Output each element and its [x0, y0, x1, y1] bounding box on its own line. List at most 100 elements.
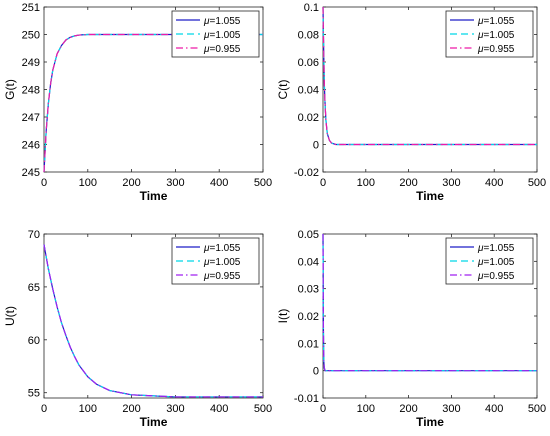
y-tick-label: 0.02: [298, 112, 319, 124]
x-axis-label: Time: [416, 415, 444, 429]
y-tick-label: 248: [22, 85, 40, 97]
y-tick-label: 0.1: [304, 2, 319, 14]
legend-mu-symbol: μ: [203, 257, 210, 268]
y-tick-label: -0.01: [294, 393, 319, 405]
x-tick-label: 200: [399, 177, 417, 189]
y-tick-label: 55: [28, 388, 40, 400]
x-tick-label: 0: [320, 177, 326, 189]
y-tick-label: 0.02: [298, 311, 319, 323]
series-line-3: [43, 244, 263, 398]
series-line-3: [322, 6, 537, 146]
x-tick-label: 300: [166, 403, 184, 415]
legend-mu-symbol: μ: [477, 16, 484, 27]
y-axis-label: I(t): [276, 309, 290, 324]
legend-label: μ=0.955: [203, 271, 241, 282]
legend-box: [445, 10, 534, 58]
x-tick-label: 400: [485, 177, 503, 189]
y-tick-label: 251: [22, 2, 40, 14]
series-line-2: [322, 233, 537, 372]
x-tick-label: 200: [122, 403, 140, 415]
legend-series-value: =1.005: [483, 30, 514, 41]
legend-label: μ=1.005: [203, 30, 241, 41]
x-tick-label: 400: [210, 177, 228, 189]
legend-series-value: =1.005: [209, 257, 240, 268]
y-axis-label: G(t): [3, 79, 17, 100]
x-tick-label: 0: [41, 403, 47, 415]
legend-label: μ=1.005: [203, 257, 241, 268]
legend-label: μ=1.005: [477, 257, 515, 268]
y-tick-label: 0.04: [298, 85, 319, 97]
y-axis-label: C(t): [276, 80, 290, 100]
y-tick-label: 0.08: [298, 30, 319, 42]
legend-label: μ=1.055: [203, 243, 241, 254]
legend-label: μ=1.055: [477, 16, 515, 27]
legend-mu-symbol: μ: [477, 243, 484, 254]
x-axis-label: Time: [140, 189, 168, 203]
x-tick-label: 200: [122, 177, 140, 189]
legend-mu-symbol: μ: [203, 243, 210, 254]
y-tick-label: 0.01: [298, 338, 319, 350]
x-axis-label: Time: [140, 415, 168, 429]
legend-series-value: =1.055: [483, 16, 514, 27]
legend-label: μ=1.005: [477, 30, 515, 41]
y-tick-label: 249: [22, 57, 40, 69]
x-tick-label: 500: [254, 177, 272, 189]
y-tick-label: 0.06: [298, 57, 319, 69]
x-tick-label: 100: [79, 403, 97, 415]
legend-mu-symbol: μ: [203, 44, 210, 55]
x-tick-label: 200: [399, 403, 417, 415]
legend-box: [171, 10, 260, 58]
x-tick-label: 300: [442, 177, 460, 189]
legend-series-value: =1.005: [483, 257, 514, 268]
x-tick-label: 400: [210, 403, 228, 415]
legend-series-value: =1.005: [209, 30, 240, 41]
legend-series-value: =1.055: [209, 243, 240, 254]
x-tick-label: 0: [320, 403, 326, 415]
legend-mu-symbol: μ: [203, 271, 210, 282]
legend-label: μ=0.955: [203, 44, 241, 55]
legend-mu-symbol: μ: [203, 30, 210, 41]
y-tick-label: 246: [22, 140, 40, 152]
legend-mu-symbol: μ: [477, 44, 484, 55]
legend-mu-symbol: μ: [477, 257, 484, 268]
x-tick-label: 500: [254, 403, 272, 415]
y-axis-label: U(t): [3, 306, 17, 326]
legend-label: μ=1.055: [203, 16, 241, 27]
y-tick-label: -0.02: [294, 167, 319, 179]
y-tick-label: 245: [22, 167, 40, 179]
x-tick-label: 100: [357, 403, 375, 415]
legend-box: [445, 237, 534, 285]
chart-panel: 0 100 200 300 400 500 245 246 247 248 249 250 251 Tim…: [3, 2, 272, 203]
legend-series-value: =0.955: [209, 271, 240, 282]
legend-mu-symbol: μ: [477, 271, 484, 282]
x-tick-label: 0: [41, 177, 47, 189]
y-tick-label: 247: [22, 112, 40, 124]
legend-series-value: =1.055: [209, 16, 240, 27]
y-tick-label: 0.03: [298, 284, 319, 296]
chart-panel: 0 100 200 300 400 500-0.0100.010.020.030.040.…: [276, 229, 546, 429]
chart-panel: 0 100 200 300 400 50055606570TimeU(t)μ=1.055μ…: [3, 229, 272, 429]
y-tick-label: 60: [28, 335, 40, 347]
y-tick-label: 0.05: [298, 229, 319, 241]
legend-series-value: =0.955: [483, 271, 514, 282]
legend-series-value: =0.955: [483, 44, 514, 55]
y-tick-label: 0: [313, 140, 319, 152]
y-tick-label: 0: [313, 366, 319, 378]
x-tick-label: 300: [166, 177, 184, 189]
chart-panel: 0 100 200 300 400 500-0.0200.020.040.060.080.…: [276, 2, 546, 203]
legend-box: [171, 237, 260, 285]
x-tick-label: 500: [528, 403, 546, 415]
legend-label: μ=1.055: [477, 243, 515, 254]
y-tick-label: 65: [28, 282, 40, 294]
x-axis-label: Time: [416, 189, 444, 203]
x-tick-label: 500: [528, 177, 546, 189]
x-tick-label: 300: [442, 403, 460, 415]
legend-label: μ=0.955: [477, 271, 515, 282]
x-tick-label: 100: [79, 177, 97, 189]
x-tick-label: 400: [485, 403, 503, 415]
